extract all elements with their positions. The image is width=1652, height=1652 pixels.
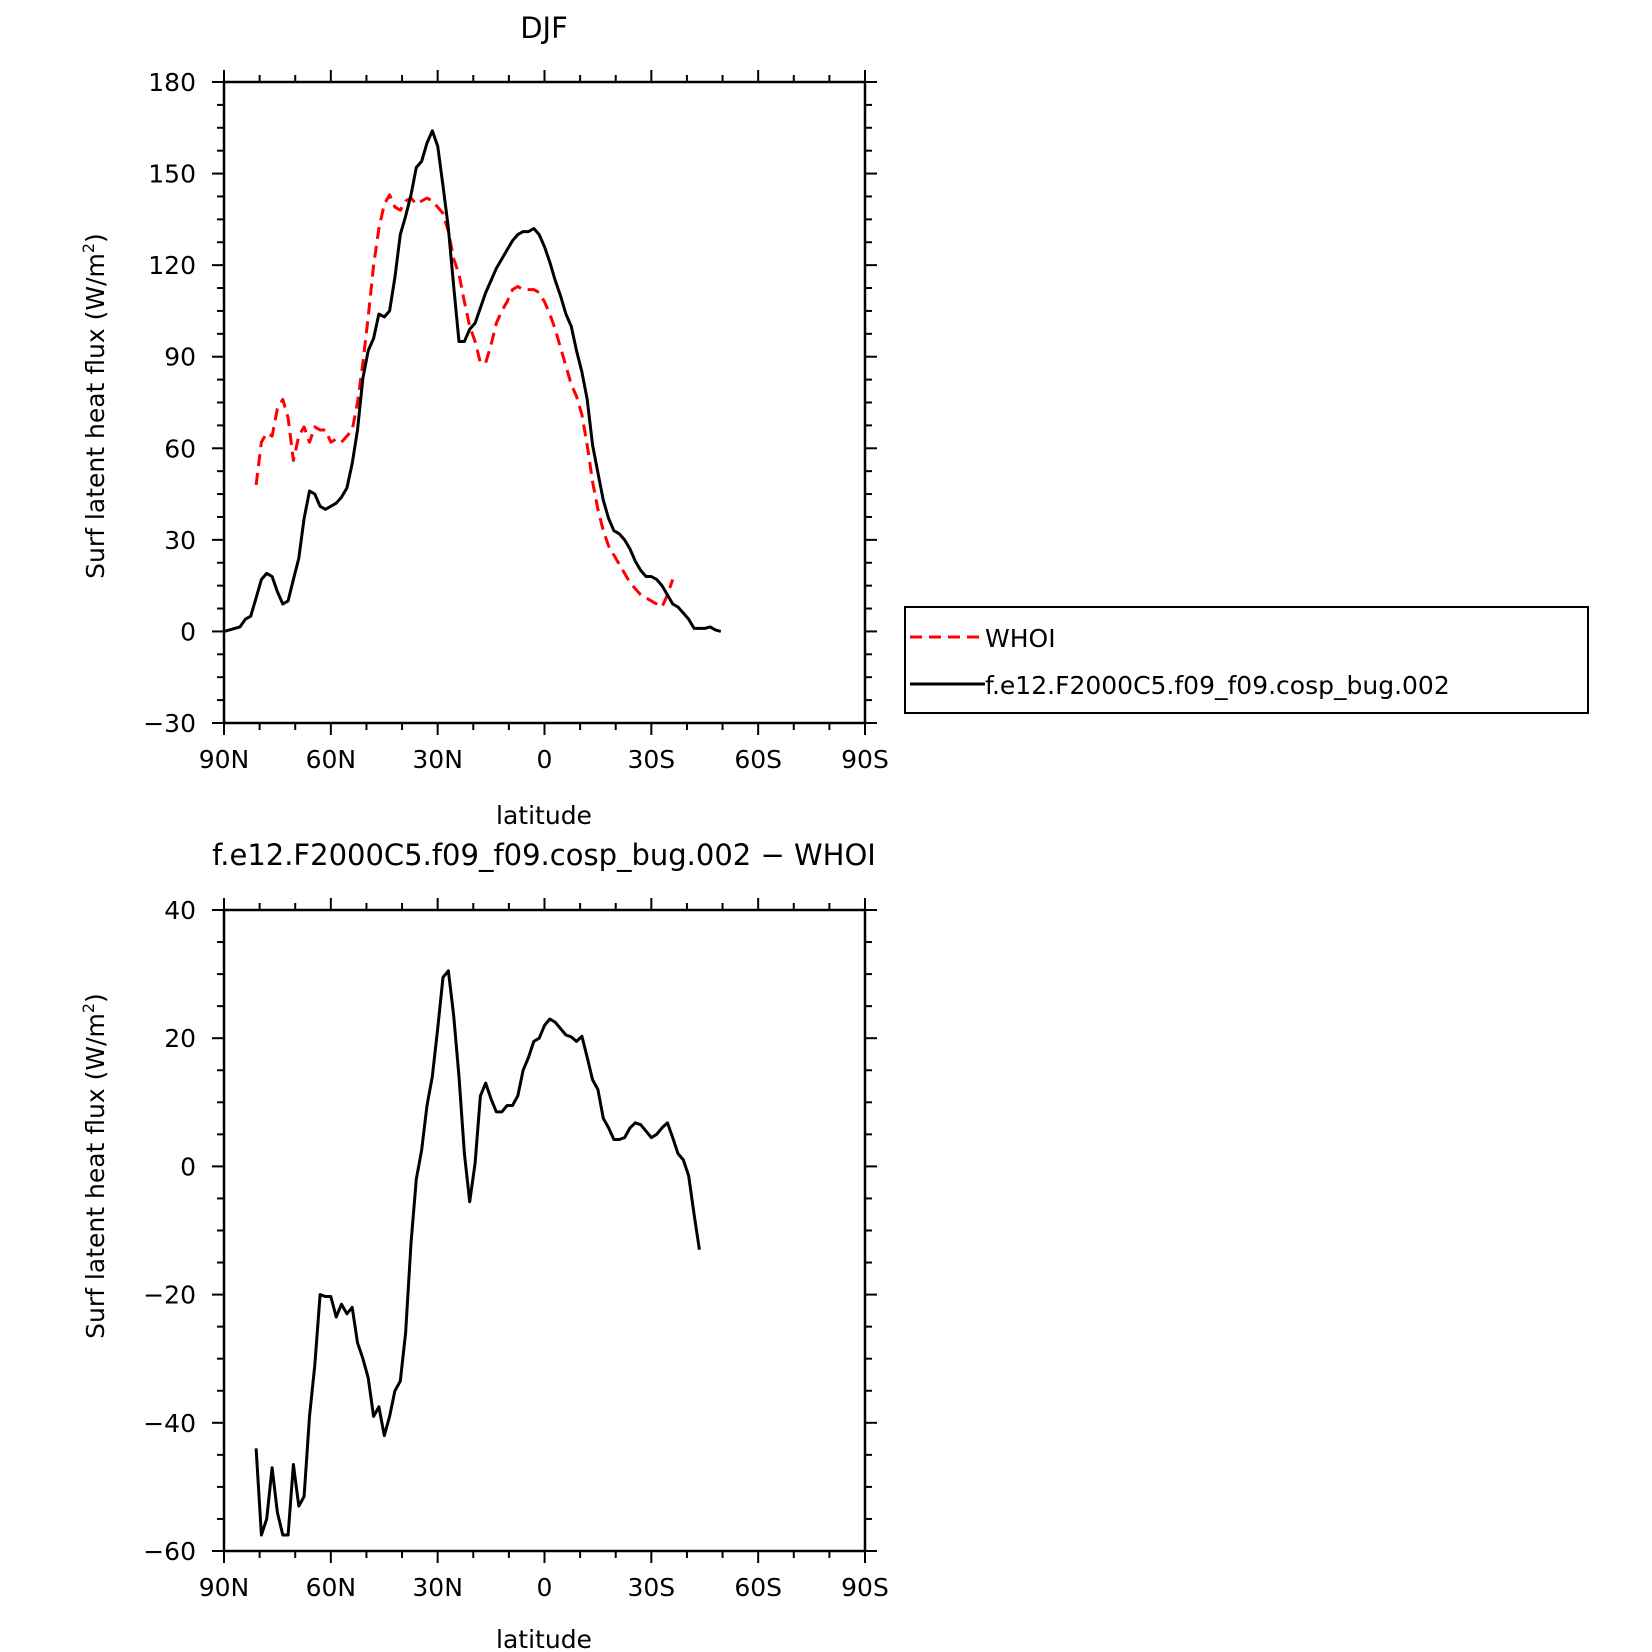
bottom-y-tick-label: 40 <box>164 896 196 925</box>
legend-box <box>904 606 1589 714</box>
bottom-x-tick-label: 90S <box>841 1573 889 1602</box>
top-y-tick-label: 60 <box>164 434 196 463</box>
bottom-y-tick-label: 20 <box>164 1024 196 1053</box>
legend: WHOI f.e12.F2000C5.f09_f09.cosp_bug.002 <box>904 606 1589 714</box>
top-x-axis-label: latitude <box>496 801 592 830</box>
top-y-tick-label: 90 <box>164 343 196 372</box>
top-chart: DJF 90N 60N 30N 0 30S 60S 90S −30 0 30 60 90 120 150 1… <box>79 11 889 830</box>
top-x-tick-label: 30N <box>412 745 463 774</box>
bottom-x-axis-label: latitude <box>496 1625 592 1652</box>
top-y-tick-label: 30 <box>164 526 196 555</box>
bottom-x-tick-label: 90N <box>199 1573 250 1602</box>
bottom-chart-title: f.e12.F2000C5.f09_f09.cosp_bug.002 − WHO… <box>212 838 876 872</box>
bottom-plot-area: 90N 60N 30N 0 30S 60S 90S −60 −40 −20 0 20 40 <box>143 896 889 1602</box>
top-y-tick-label: 120 <box>148 251 196 280</box>
bottom-x-tick-label: 30N <box>412 1573 463 1602</box>
top-y-tick-label: 150 <box>148 160 196 189</box>
top-plot-frame <box>222 80 867 725</box>
top-x-tick-label: 0 <box>537 745 553 774</box>
top-y-tick-label: 180 <box>148 68 196 97</box>
top-plot-area: 90N 60N 30N 0 30S 60S 90S −30 0 30 60 90 120 150 180 <box>143 68 889 774</box>
top-y-axis-label-sup: 2 <box>79 243 98 253</box>
top-x-tick-label: 60S <box>734 745 782 774</box>
top-series-line-f <box>223 129 722 633</box>
top-y-axis-label-main: Surf latent heat flux (W/m <box>81 253 110 579</box>
bottom-x-tick-label: 0 <box>537 1573 553 1602</box>
top-x-tick-label: 60N <box>306 745 357 774</box>
top-y-axis-label-tail: ) <box>81 233 110 243</box>
bottom-y-tick-label: −40 <box>143 1409 196 1438</box>
bottom-y-tick-label: 0 <box>180 1152 196 1181</box>
top-x-tick-label: 30S <box>627 745 675 774</box>
bottom-y-axis-label-tail: ) <box>81 993 110 1003</box>
bottom-y-axis-label-main: Surf latent heat flux (W/m <box>81 1013 110 1339</box>
bottom-y-tick-label: −60 <box>143 1537 196 1566</box>
bottom-x-tick-label: 60S <box>734 1573 782 1602</box>
top-chart-title: DJF <box>520 11 568 45</box>
bottom-y-axis-label: Surf latent heat flux (W/m2) <box>79 993 110 1339</box>
top-x-tick-label: 90S <box>841 745 889 774</box>
bottom-y-axis-label-sup: 2 <box>79 1003 98 1013</box>
top-series-line-whoi <box>254 193 675 609</box>
bottom-chart: f.e12.F2000C5.f09_f09.cosp_bug.002 − WHO… <box>79 838 889 1652</box>
bottom-y-tick-label: −20 <box>143 1281 196 1310</box>
bottom-x-tick-label: 60N <box>306 1573 357 1602</box>
bottom-plot-frame <box>222 908 867 1553</box>
top-y-tick-label: −30 <box>143 709 196 738</box>
bottom-series-line-difference <box>254 969 701 1537</box>
legend-label-model: f.e12.F2000C5.f09_f09.cosp_bug.002 <box>985 671 1450 700</box>
legend-label-whoi: WHOI <box>985 624 1056 653</box>
top-y-axis-label: Surf latent heat flux (W/m2) <box>79 233 110 579</box>
bottom-x-tick-label: 30S <box>627 1573 675 1602</box>
top-x-tick-label: 90N <box>199 745 250 774</box>
top-y-tick-label: 0 <box>180 617 196 646</box>
